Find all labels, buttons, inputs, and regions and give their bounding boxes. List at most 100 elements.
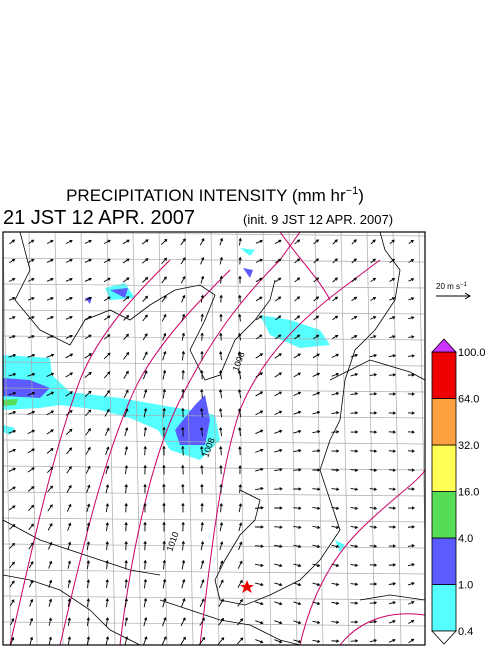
wind-arrow	[46, 448, 54, 454]
wind-arrow	[141, 258, 149, 264]
wind-arrow	[181, 388, 185, 399]
wind-arrow	[274, 410, 283, 416]
wind-arrow	[105, 446, 110, 456]
wind-arrow	[350, 525, 359, 529]
wind-arrow	[200, 521, 204, 532]
wind-arrow	[312, 487, 321, 491]
grid-line	[3, 491, 425, 497]
wind-arrow	[162, 388, 167, 399]
grid-line	[3, 595, 425, 601]
wind-arrow	[389, 278, 396, 282]
wind-arrow	[407, 430, 415, 434]
wind-arrow	[293, 544, 302, 549]
wind-arrow	[293, 410, 302, 415]
wind-arrow	[67, 579, 72, 588]
wind-arrow	[162, 483, 166, 494]
wind-arrow	[86, 560, 90, 570]
colorbar-label: 100.0	[458, 347, 486, 359]
grid-line	[314, 232, 324, 645]
wind-arrow	[105, 522, 109, 532]
wind-arrow	[123, 314, 130, 321]
wind-arrow	[255, 239, 263, 244]
map-frame	[2, 231, 426, 646]
grid-line	[3, 387, 425, 393]
wind-arrow	[66, 503, 72, 512]
wind-arrow	[8, 467, 16, 472]
wind-arrow	[181, 502, 185, 513]
wind-arrow	[238, 427, 242, 437]
wind-arrow	[103, 315, 111, 321]
wind-arrow	[312, 430, 321, 434]
wind-arrow	[351, 335, 358, 339]
wind-arrow	[161, 257, 168, 265]
wind-arrow	[200, 483, 204, 494]
wind-arrow	[46, 315, 54, 320]
grid-line	[3, 335, 425, 341]
wind-arrow	[293, 487, 302, 491]
wind-arrow	[274, 582, 283, 587]
grid-line	[3, 465, 425, 471]
wind-arrow	[370, 316, 377, 320]
wind-arrow	[103, 371, 111, 379]
grid-line	[288, 232, 298, 645]
wind-arrow	[255, 620, 264, 625]
wind-arrow	[351, 296, 358, 302]
wind-arrow	[236, 637, 244, 645]
wind-arrow	[8, 410, 17, 415]
wind-arrow	[219, 237, 224, 246]
wind-arrow	[9, 580, 15, 588]
wind-arrow	[65, 391, 73, 397]
wind-arrow	[274, 620, 283, 625]
wind-arrow	[200, 579, 205, 589]
wind-arrow	[86, 579, 90, 589]
wind-arrow	[388, 506, 397, 510]
wind-arrow	[293, 391, 302, 397]
wind-arrow	[8, 524, 16, 530]
wind-arrow	[46, 391, 55, 397]
wind-arrow	[331, 544, 340, 548]
wind-arrow	[238, 408, 242, 418]
wind-arrow	[255, 467, 264, 472]
wind-arrow	[124, 427, 129, 437]
wind-arrow	[123, 389, 129, 398]
wind-arrow	[124, 636, 129, 645]
wind-arrow	[122, 258, 130, 264]
wind-arrow	[369, 468, 378, 472]
wind-arrow	[219, 332, 223, 341]
wind-arrow	[351, 316, 358, 320]
wind-arrow	[274, 563, 283, 568]
wind-arrow	[312, 601, 321, 606]
wind-arrow	[66, 447, 73, 455]
wind-arrow	[27, 372, 36, 377]
init-time: (init. 9 JST 12 APR. 2007)	[243, 212, 393, 227]
wind-arrow	[389, 316, 396, 320]
wind-arrow	[199, 636, 206, 645]
wind-arrow	[143, 616, 148, 627]
colorbar-label: 16.0	[458, 487, 479, 499]
wind-arrow	[254, 563, 264, 567]
wind-arrow	[200, 426, 204, 437]
wind-arrow	[350, 620, 359, 624]
grid-line	[3, 413, 425, 419]
wind-arrow	[86, 484, 91, 493]
wind-arrow	[293, 506, 302, 510]
wind-arrow	[255, 486, 264, 491]
wind-arrow	[86, 617, 90, 627]
wind-arrow	[124, 521, 128, 532]
wind-arrow	[238, 484, 242, 494]
wind-arrow	[180, 257, 186, 265]
wind-arrow	[124, 464, 129, 475]
wind-arrow	[407, 600, 415, 605]
wind-arrow	[255, 429, 264, 435]
wind-arrow	[181, 598, 186, 608]
wind-arrow	[105, 503, 110, 513]
wind-arrow	[105, 465, 110, 475]
wind-arrow	[105, 560, 109, 570]
wind-arrow	[142, 351, 148, 361]
wind-arrow	[180, 275, 186, 284]
wind-arrow	[370, 277, 377, 283]
colorbar-label: 1.0	[458, 580, 473, 592]
wind-arrow	[162, 426, 166, 437]
wind-arrow	[124, 559, 128, 570]
wind-arrow	[369, 582, 378, 586]
